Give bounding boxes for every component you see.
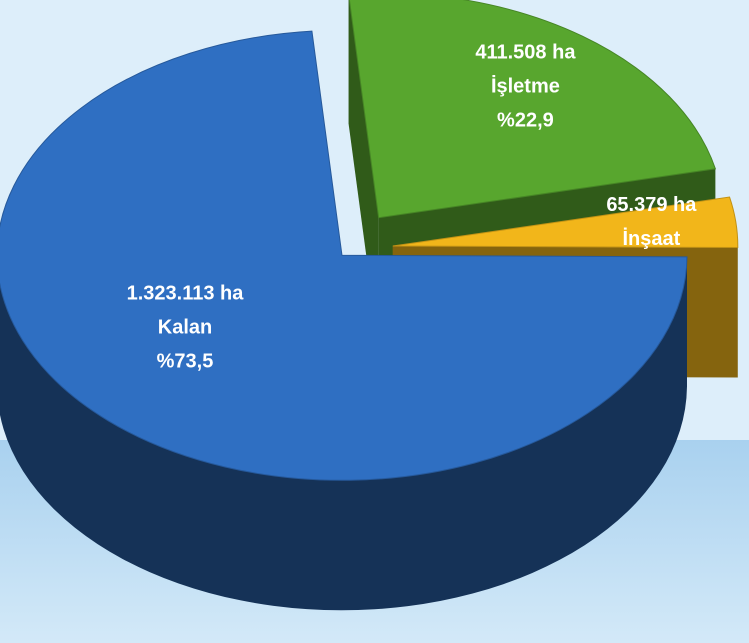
category-label: Kalan [158,316,212,338]
slice [392,196,739,249]
value-label: %22,9 [497,109,554,131]
area-label: 1.323.113 ha [127,282,245,304]
slice [0,30,688,481]
area-label: 65.379 ha [606,194,697,216]
slice-side [0,256,687,611]
category-label: İşletme [491,74,560,97]
area-label: 411.508 ha [475,41,576,63]
value-label: %73,5 [157,350,214,372]
category-label: İnşaat [622,227,680,250]
slice [348,0,717,219]
